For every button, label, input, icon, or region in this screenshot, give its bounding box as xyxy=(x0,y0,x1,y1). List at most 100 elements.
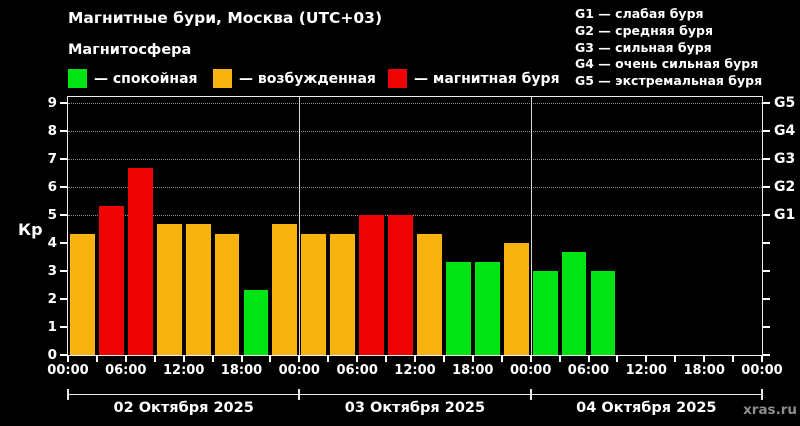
right-axis-tick xyxy=(763,354,770,356)
x-axis-tick xyxy=(182,356,185,362)
kp-bar xyxy=(156,224,182,355)
date-label: 04 Октября 2025 xyxy=(576,400,717,416)
x-axis-time-label: 00:00 xyxy=(47,363,89,378)
x-axis-tick xyxy=(124,356,127,362)
g-level-label: G3 xyxy=(774,150,796,167)
y-axis-tick xyxy=(60,325,67,328)
y-axis-tick xyxy=(60,269,67,272)
x-axis-time-label: 06:00 xyxy=(105,363,147,378)
x-axis-tick xyxy=(529,356,532,362)
x-axis-tick xyxy=(500,356,503,362)
y-axis-tick-label: 6 xyxy=(47,178,57,195)
g-scale-item: G4 — очень сильная буря xyxy=(575,56,759,72)
y-axis-tick-label: 5 xyxy=(47,206,57,223)
date-bracket-tick xyxy=(67,389,69,400)
y-axis-label: Кр xyxy=(18,220,43,239)
watermark: xras.ru xyxy=(743,402,797,418)
y-axis-tick xyxy=(60,129,67,132)
x-axis-tick xyxy=(732,356,735,362)
right-axis-tick xyxy=(763,185,770,188)
x-axis-tick xyxy=(471,356,474,362)
y-axis-tick-label: 0 xyxy=(47,347,57,363)
kp-bar xyxy=(98,205,124,355)
right-axis-tick xyxy=(763,129,770,132)
right-axis-tick xyxy=(763,297,770,300)
kp-bar xyxy=(388,214,413,355)
g-level-label: G5 xyxy=(774,94,796,111)
kp-bar xyxy=(590,270,616,355)
x-axis-tick xyxy=(385,356,388,362)
quiet-legend-label: — спокойная xyxy=(94,71,198,87)
day-divider xyxy=(299,97,301,355)
x-axis-time-label: 12:00 xyxy=(394,363,436,378)
gridline-kp8 xyxy=(68,130,762,132)
g-level-label: G1 xyxy=(774,206,796,223)
y-axis-tick-label: 9 xyxy=(47,94,57,111)
x-axis-time-label: 06:00 xyxy=(336,363,378,378)
y-axis-tick xyxy=(60,297,67,300)
kp-bar xyxy=(214,233,240,355)
kp-bar xyxy=(272,224,298,355)
day-divider xyxy=(530,97,532,355)
right-axis-tick xyxy=(763,269,770,272)
x-axis-time-label: 18:00 xyxy=(683,363,725,378)
x-axis-tick xyxy=(269,356,272,362)
y-axis-tick xyxy=(60,101,67,104)
g-level-label: G4 xyxy=(774,122,796,139)
kp-bar xyxy=(330,233,356,355)
x-axis-tick xyxy=(298,356,301,362)
x-axis-time-label: 00:00 xyxy=(278,363,320,378)
kp-bar xyxy=(185,224,211,355)
gridline-kp5 xyxy=(68,214,762,216)
unsettled-legend-label: — возбужденная xyxy=(239,71,376,87)
g-scale-item: G2 — средняя буря xyxy=(575,22,713,38)
x-axis-tick xyxy=(645,356,648,362)
kp-bar xyxy=(70,233,95,355)
plot-area xyxy=(67,96,763,356)
y-axis-tick-label: 1 xyxy=(47,318,57,335)
date-bracket-line xyxy=(68,394,762,395)
y-axis-tick xyxy=(60,354,67,356)
x-axis-tick xyxy=(761,356,763,362)
x-axis-tick xyxy=(327,356,330,362)
kp-bar xyxy=(127,167,153,355)
x-axis-time-label: 00:00 xyxy=(741,363,783,378)
date-bracket-tick xyxy=(298,389,301,400)
x-axis-tick xyxy=(414,356,416,362)
y-axis-tick xyxy=(60,185,67,188)
date-bracket-tick xyxy=(761,389,763,400)
kp-bar xyxy=(301,233,327,355)
right-axis-tick xyxy=(763,213,770,216)
y-axis-tick-label: 7 xyxy=(47,150,57,167)
chart-subtitle: Магнитосфера xyxy=(68,42,192,58)
right-axis-tick xyxy=(763,157,770,160)
kp-bar xyxy=(417,233,442,355)
quiet-legend-swatch xyxy=(68,69,87,88)
kp-bar xyxy=(359,214,385,355)
unsettled-legend-swatch xyxy=(213,69,232,88)
date-label: 03 Октября 2025 xyxy=(344,400,486,416)
storm-legend-swatch xyxy=(388,69,407,88)
gridline-kp7 xyxy=(68,158,762,160)
x-axis-tick xyxy=(587,356,590,362)
chart-title: Магнитные бури, Москва (UTC+03) xyxy=(68,9,383,27)
x-axis-tick xyxy=(211,356,214,362)
x-axis-tick xyxy=(153,356,156,362)
kp-bar xyxy=(445,261,471,355)
x-axis-tick xyxy=(616,356,619,362)
x-axis-tick xyxy=(558,356,561,362)
y-axis-tick xyxy=(60,213,67,216)
date-bracket-tick xyxy=(529,389,532,400)
right-axis-tick xyxy=(763,101,770,104)
x-axis-time-label: 18:00 xyxy=(452,363,494,378)
g-scale-legend: G1 — слабая буря G2 — средняя буря G3 — си… xyxy=(575,6,762,90)
g-scale-item: G3 — сильная буря xyxy=(575,39,712,55)
x-axis-time-label: 18:00 xyxy=(220,363,263,378)
right-axis-tick xyxy=(763,241,770,244)
kp-bar xyxy=(561,252,587,355)
y-axis-tick xyxy=(60,157,67,160)
x-axis-tick xyxy=(703,356,706,362)
right-axis-tick xyxy=(763,325,770,328)
x-axis-tick xyxy=(442,356,445,362)
